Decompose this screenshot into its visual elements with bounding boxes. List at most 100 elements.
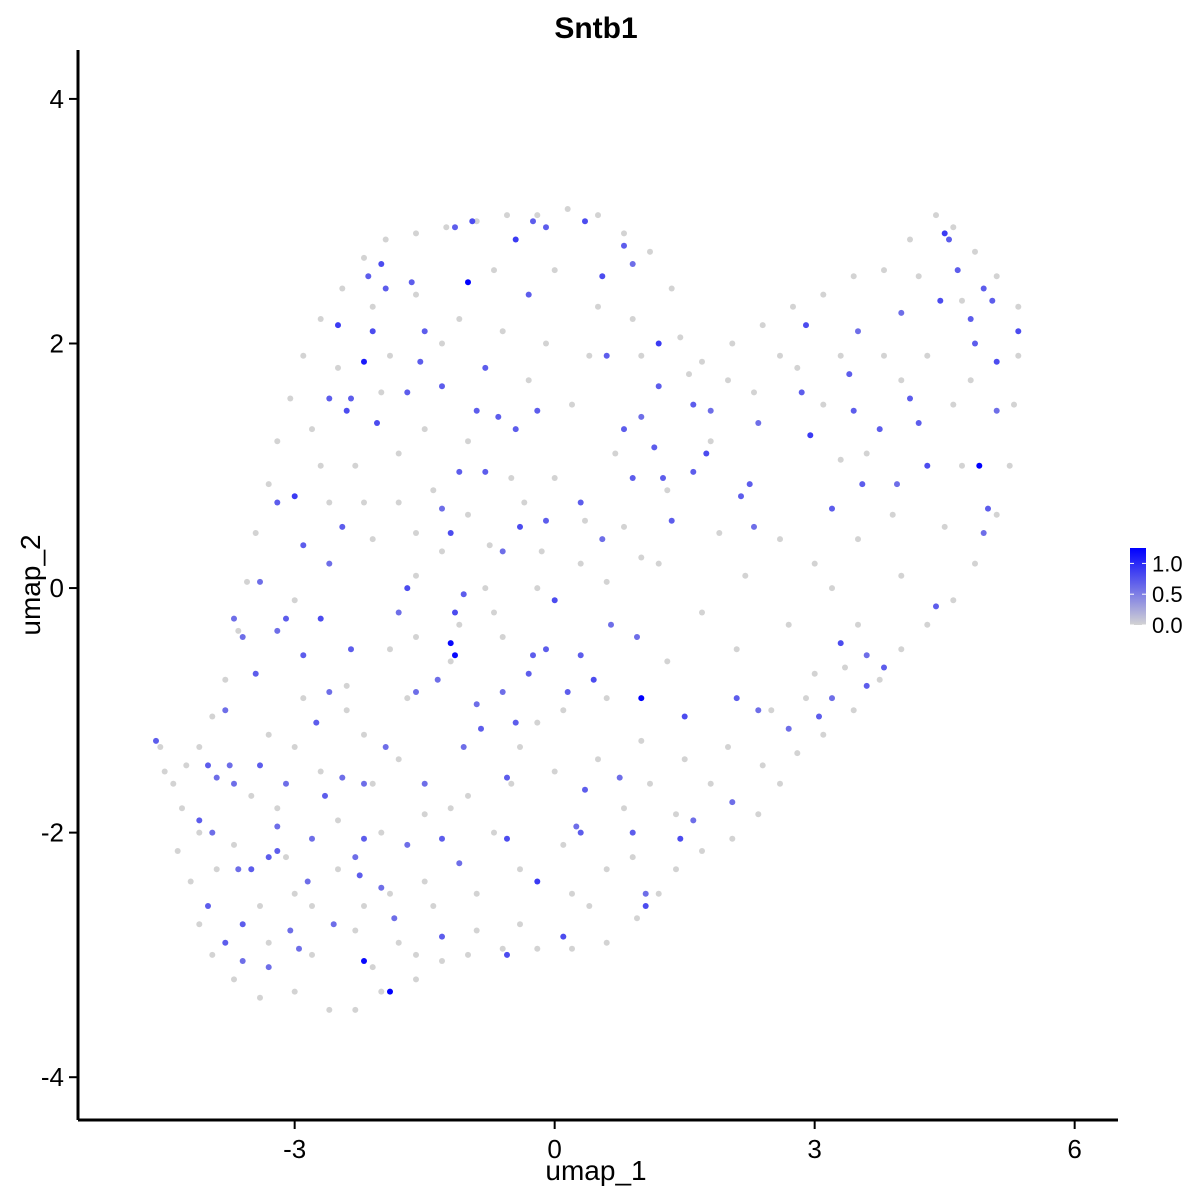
expressing-cell-point [582, 786, 588, 793]
cell-point [231, 841, 237, 848]
expressing-cell-point [421, 780, 428, 787]
y-tick-label: -2 [41, 818, 64, 848]
cell-point [439, 958, 445, 964]
expressing-cell-point [274, 848, 281, 854]
expressing-cell-point [361, 958, 367, 964]
cell-point [183, 762, 190, 769]
cell-point [244, 578, 250, 585]
expressing-cell-point [153, 737, 159, 744]
expressing-cell-point [560, 933, 567, 940]
cell-point [924, 621, 931, 628]
expressing-cell-point [915, 420, 922, 426]
expressing-cell-point [577, 499, 584, 506]
expressing-cell-point [391, 915, 398, 922]
cell-point [967, 377, 974, 384]
cell-point [300, 352, 307, 359]
expressing-cell-point [452, 609, 458, 616]
x-tick-label: 3 [807, 1134, 821, 1164]
cell-point [603, 578, 610, 585]
x-axis-ticks: -3 0 3 6 [283, 1120, 1082, 1164]
expressing-cell-point [629, 261, 636, 267]
cell-point [213, 866, 220, 873]
cell-point [265, 731, 272, 738]
expressing-cell-point [608, 621, 614, 628]
cell-point [317, 316, 324, 322]
cell-point [413, 951, 419, 958]
expressing-cell-point [300, 542, 307, 549]
cell-point [634, 915, 640, 922]
expressing-cell-point [326, 560, 333, 567]
cell-point [699, 848, 705, 854]
expressing-cell-point [859, 481, 866, 488]
cell-point [508, 780, 515, 787]
expressing-cell-point [348, 395, 354, 402]
cell-point [621, 523, 627, 530]
expressing-cell-point [378, 884, 385, 891]
cell-point [456, 621, 463, 628]
expressing-cell-point [785, 725, 792, 732]
cell-point [413, 291, 419, 298]
cell-point [430, 903, 437, 909]
expressing-cell-point [573, 823, 580, 830]
legend-ticks: 1.0 0.5 0.0 [1130, 551, 1183, 638]
cell-point [395, 756, 402, 763]
cell-point [933, 212, 939, 219]
cell-point [265, 481, 272, 488]
cell-point [673, 866, 679, 873]
y-tick-label: 0 [50, 573, 64, 603]
cell-point [361, 731, 367, 738]
expressing-cell-point [339, 523, 346, 530]
legend-tick-label: 0.0 [1152, 613, 1183, 638]
expressing-cell-point [551, 597, 558, 604]
expressing-cell-point [300, 652, 307, 659]
expressing-cell-point [530, 652, 536, 659]
cell-point [950, 224, 957, 231]
cell-point [790, 303, 796, 310]
expressing-cell-point [361, 835, 367, 842]
expressing-cell-point [356, 872, 363, 879]
expressing-cell-point [937, 297, 944, 304]
cell-point [551, 768, 558, 775]
expressing-cell-point [456, 468, 463, 475]
cell-point [361, 499, 367, 506]
expressing-cell-point [413, 689, 419, 695]
expressing-cell-point [369, 328, 376, 335]
cell-point [447, 805, 454, 812]
cell-point [538, 548, 545, 555]
cell-point [915, 273, 922, 280]
cell-point [898, 377, 905, 384]
cell-point [534, 945, 541, 952]
expressing-cell-point [222, 707, 229, 714]
expressing-cell-point [876, 426, 883, 433]
cell-point [473, 927, 480, 934]
cell-point [382, 236, 389, 243]
cell-point [582, 517, 588, 524]
expressing-cell-point [703, 450, 710, 457]
cell-point [755, 811, 762, 818]
expressing-cell-point [265, 854, 272, 861]
cell-point [751, 389, 757, 396]
cell-point [686, 371, 692, 378]
expressing-cell-point [313, 719, 320, 726]
expressing-cell-point [239, 958, 246, 964]
expressing-cell-point [729, 799, 736, 806]
cell-point [456, 316, 463, 322]
expressing-cell-point [473, 701, 480, 708]
expressing-cell-point [296, 945, 302, 952]
cell-point [174, 848, 181, 854]
cell-point [794, 750, 801, 757]
expressing-cell-point [283, 780, 289, 787]
expressing-cell-point [707, 407, 714, 414]
legend-tick-label: 1.0 [1152, 551, 1183, 576]
cell-point [569, 890, 575, 897]
x-axis-title: umap_1 [545, 1155, 646, 1186]
cell-point [231, 976, 237, 983]
expressing-cell-point [989, 297, 996, 304]
expressing-cell-point [829, 695, 835, 702]
cell-point [300, 695, 307, 702]
expressing-cell-point [525, 291, 532, 298]
cell-point [369, 536, 376, 543]
expressing-cell-point [1015, 328, 1022, 335]
cell-point [465, 951, 471, 958]
expressing-cell-point [543, 224, 549, 231]
